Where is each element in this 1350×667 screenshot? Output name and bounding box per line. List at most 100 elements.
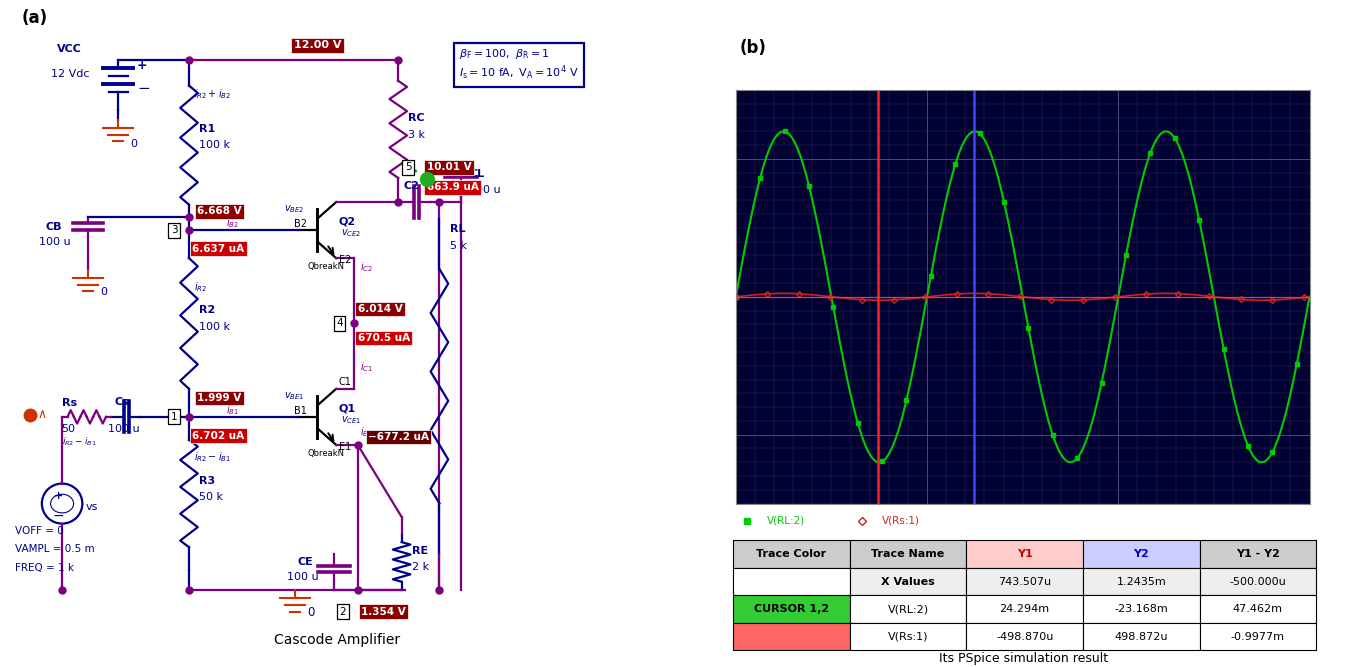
Text: C2: C2 (404, 181, 420, 191)
Text: 100 k: 100 k (200, 141, 230, 150)
Text: >: > (405, 165, 418, 179)
V(RL:2) (775, 127, 791, 135)
Text: CE: CE (297, 557, 313, 567)
Text: 50 k: 50 k (200, 492, 223, 502)
Text: −: − (138, 81, 150, 95)
Text: $i_{B1}$: $i_{B1}$ (227, 403, 239, 417)
Text: 5: 5 (405, 163, 412, 172)
Text: $v_{BE1}$: $v_{BE1}$ (284, 390, 304, 402)
Text: CL: CL (470, 169, 485, 179)
Text: $v_{CE1}$: $v_{CE1}$ (340, 414, 362, 426)
Text: QbreakN: QbreakN (306, 449, 344, 458)
Text: Q1: Q1 (339, 404, 356, 414)
Text: 1.999 V: 1.999 V (197, 394, 242, 403)
V(RL:2) (973, 131, 990, 139)
Text: R2: R2 (200, 305, 216, 315)
Text: 100 u: 100 u (108, 424, 139, 434)
Text: FREQ = 1 k: FREQ = 1 k (15, 563, 74, 573)
Text: $i_{R2}+i_{B2}$: $i_{R2}+i_{B2}$ (194, 87, 231, 101)
Text: Q2: Q2 (339, 217, 356, 227)
Text: 0: 0 (100, 287, 107, 297)
Text: 5 k: 5 k (450, 241, 467, 251)
Text: 10.01 V: 10.01 V (427, 163, 471, 172)
Text: +: + (138, 59, 147, 72)
Text: 100 u: 100 u (470, 185, 501, 195)
Text: RL: RL (450, 224, 464, 234)
Text: 663.9 uA: 663.9 uA (427, 183, 478, 192)
V(RL:2) (1256, 458, 1272, 466)
Line: V(RL:2): V(RL:2) (733, 129, 1312, 465)
Text: R3: R3 (200, 476, 215, 486)
Text: 4: 4 (336, 319, 343, 328)
V(RL:2) (1301, 293, 1318, 301)
Text: (b): (b) (740, 39, 767, 57)
Text: 12 Vdc: 12 Vdc (51, 69, 89, 79)
V(RL:2) (1145, 143, 1161, 151)
Line: V(Rs:1): V(Rs:1) (733, 291, 1312, 302)
Text: +: + (54, 491, 62, 500)
Text: $i_{E1}$: $i_{E1}$ (359, 425, 373, 439)
V(Rs:1) (728, 293, 744, 301)
Text: ∧: ∧ (38, 408, 46, 422)
Text: $\beta_{\rm F}=100,\ \beta_{\rm R}=1$
$I_{\rm s}=10\ \rm fA,\ V_{\rm A}=10^4\ V$: $\beta_{\rm F}=100,\ \beta_{\rm R}=1$ $I… (459, 47, 579, 82)
Text: B1: B1 (294, 406, 306, 416)
Text: QbreakN: QbreakN (306, 262, 344, 271)
Text: $i_{R2}$: $i_{R2}$ (194, 280, 208, 294)
Text: (a): (a) (22, 9, 47, 27)
Text: 100 u: 100 u (286, 572, 319, 582)
V(RL:2) (728, 293, 744, 301)
Text: $i_{C2}$: $i_{C2}$ (359, 260, 373, 274)
Text: Rs: Rs (62, 398, 77, 408)
Text: 0: 0 (308, 606, 315, 618)
Text: VOFF = 0: VOFF = 0 (15, 526, 63, 536)
Text: 670.5 uA: 670.5 uA (358, 334, 410, 343)
X-axis label: Time: Time (1008, 526, 1037, 536)
Text: 6.702 uA: 6.702 uA (192, 431, 244, 440)
Text: E1: E1 (339, 442, 351, 452)
Text: vs: vs (85, 502, 99, 512)
Text: $i_{R2}-i_{B1}$: $i_{R2}-i_{B1}$ (194, 450, 231, 464)
V(Rs:1) (1256, 296, 1272, 304)
Text: $i_{B2}$: $i_{B2}$ (227, 216, 239, 230)
V(Rs:1) (1145, 289, 1161, 297)
V(Rs:1) (1301, 293, 1318, 301)
Text: 3: 3 (171, 225, 177, 235)
V(RL:2) (1284, 382, 1300, 390)
Text: B2: B2 (294, 219, 306, 229)
Text: 100 u: 100 u (39, 237, 70, 247)
Text: Its PSpice simulation result: Its PSpice simulation result (938, 652, 1108, 664)
Text: $i_{R2}-i_{B1}$: $i_{R2}-i_{B1}$ (62, 436, 97, 448)
Text: −677.2 uA: −677.2 uA (367, 432, 429, 442)
Text: 1.354 V: 1.354 V (360, 607, 406, 616)
Text: 12.00 V: 12.00 V (294, 41, 342, 50)
Text: 0: 0 (130, 139, 138, 149)
Text: $v_{BE2}$: $v_{BE2}$ (284, 203, 304, 215)
Text: 6.014 V: 6.014 V (358, 304, 402, 313)
Text: V(RL:2): V(RL:2) (767, 516, 806, 526)
Text: −: − (53, 509, 63, 522)
V(RL:2) (871, 458, 887, 466)
Text: 100 k: 100 k (200, 322, 230, 332)
V(RL:2) (969, 128, 986, 136)
V(Rs:1) (1000, 291, 1017, 299)
Text: Cascode Amplifier: Cascode Amplifier (274, 633, 401, 646)
Text: $v_{CE2}$: $v_{CE2}$ (340, 227, 362, 239)
Text: 50: 50 (61, 424, 74, 434)
V(Rs:1) (871, 296, 887, 304)
Text: R1: R1 (200, 124, 216, 133)
Text: 2 k: 2 k (412, 562, 429, 572)
V(Rs:1) (973, 289, 990, 297)
Text: VCC: VCC (57, 44, 82, 54)
Text: C1: C1 (339, 377, 352, 387)
V(Rs:1) (969, 289, 986, 297)
Text: E2: E2 (339, 255, 351, 265)
Text: Cs: Cs (115, 397, 130, 407)
Text: 3 k: 3 k (409, 130, 425, 139)
Text: $i_{C1}$: $i_{C1}$ (359, 360, 373, 374)
V(Rs:1) (775, 289, 791, 297)
Text: 2: 2 (340, 607, 346, 616)
V(Rs:1) (1284, 295, 1300, 303)
Text: 6.637 uA: 6.637 uA (192, 244, 244, 253)
Text: V(Rs:1): V(Rs:1) (882, 516, 921, 526)
Text: 6.668 V: 6.668 V (197, 207, 242, 216)
